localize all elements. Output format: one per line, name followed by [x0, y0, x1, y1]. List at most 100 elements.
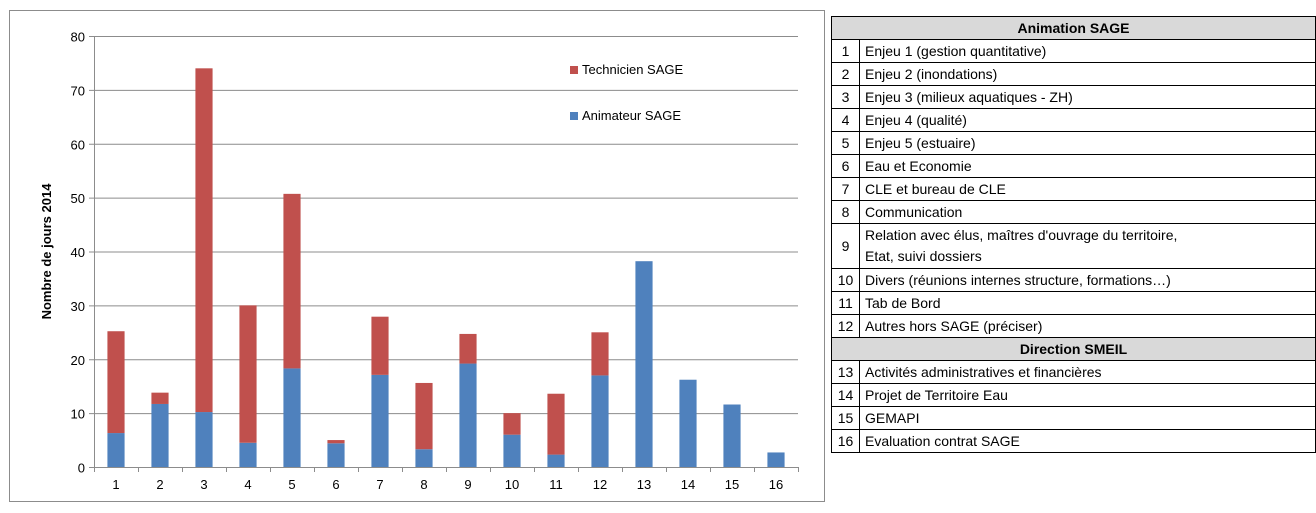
table-row: 15 GEMAPI [831, 406, 1316, 430]
y-tick-label: 10 [71, 407, 85, 422]
category-number: 11 [831, 291, 860, 315]
table-section-header: Animation SAGE [831, 16, 1316, 40]
y-tick-label: 60 [71, 137, 85, 152]
x-tick-label: 8 [420, 477, 427, 492]
legend-label: Technicien SAGE [582, 62, 683, 77]
x-tick-label: 15 [725, 477, 739, 492]
category-label: Tab de Bord [859, 291, 1316, 315]
category-number: 7 [831, 177, 860, 201]
table-row: 12 Autres hors SAGE (préciser) [831, 314, 1316, 338]
legend-swatch [570, 112, 578, 120]
table-row: 7 CLE et bureau de CLE [831, 177, 1316, 201]
x-tick-label: 4 [244, 477, 251, 492]
category-label: Eau et Economie [859, 154, 1316, 178]
y-tick-label: 20 [71, 353, 85, 368]
bar-technicien-sage [459, 333, 477, 364]
bar-technicien-sage [591, 332, 609, 376]
x-tick-label: 11 [549, 477, 563, 492]
y-axis-title: Nombre de jours 2014 [39, 183, 54, 320]
bar-animateur-sage [151, 403, 169, 467]
y-tick-label: 50 [71, 191, 85, 206]
bar-animateur-sage [503, 434, 521, 467]
category-label: Projet de Territoire Eau [859, 383, 1316, 407]
legend-label: Animateur SAGE [582, 108, 681, 123]
table-row: 11 Tab de Bord [831, 291, 1316, 315]
y-tick-label: 30 [71, 299, 85, 314]
category-label: CLE et bureau de CLE [859, 177, 1316, 201]
bar-animateur-sage [415, 449, 433, 467]
category-number: 3 [831, 85, 860, 109]
section-title: Animation SAGE [831, 16, 1316, 40]
category-label: Enjeu 3 (milieux aquatiques - ZH) [859, 85, 1316, 109]
bar-animateur-sage [107, 433, 125, 467]
category-number: 16 [831, 429, 860, 453]
section-title: Direction SMEIL [831, 337, 1316, 361]
y-tick-label: 80 [71, 30, 85, 45]
x-tick-label: 10 [505, 477, 519, 492]
category-number: 10 [831, 268, 860, 292]
bar-animateur-sage [679, 379, 697, 467]
bar-animateur-sage [635, 261, 653, 467]
table-section-header: Direction SMEIL [831, 337, 1316, 361]
table-row: 5 Enjeu 5 (estuaire) [831, 131, 1316, 155]
bar-animateur-sage [723, 404, 741, 467]
x-tick-label: 2 [156, 477, 163, 492]
category-number: 15 [831, 406, 860, 430]
x-tick-label: 9 [464, 477, 471, 492]
x-tick-label: 1 [112, 477, 119, 492]
bar-animateur-sage [327, 443, 345, 467]
category-number: 4 [831, 108, 860, 132]
category-number: 2 [831, 62, 860, 86]
y-tick-label: 70 [71, 83, 85, 98]
x-tick-label: 6 [332, 477, 339, 492]
category-label: Enjeu 5 (estuaire) [859, 131, 1316, 155]
category-label: Enjeu 2 (inondations) [859, 62, 1316, 86]
x-tick-label: 7 [376, 477, 383, 492]
table-row: 2 Enjeu 2 (inondations) [831, 62, 1316, 86]
x-tick-label: 13 [637, 477, 651, 492]
bar-technicien-sage [503, 413, 521, 435]
bar-technicien-sage [371, 316, 389, 375]
x-tick-label: 3 [200, 477, 207, 492]
legend-swatch [570, 66, 578, 74]
bar-technicien-sage [283, 193, 301, 369]
category-legend-table: Animation SAGE 1 Enjeu 1 (gestion quantita… [831, 16, 1316, 453]
category-number: 9 [831, 223, 860, 269]
bar-animateur-sage [767, 452, 785, 467]
x-tick-label: 12 [593, 477, 607, 492]
bar-technicien-sage [239, 305, 257, 443]
bar-technicien-sage [107, 331, 125, 434]
bar-animateur-sage [459, 363, 477, 467]
bar-animateur-sage [371, 374, 389, 467]
y-tick-label: 0 [78, 461, 85, 476]
category-label: Autres hors SAGE (préciser) [859, 314, 1316, 338]
bar-animateur-sage [195, 412, 213, 467]
table-row: 14 Projet de Territoire Eau [831, 383, 1316, 407]
category-number: 1 [831, 39, 860, 63]
category-label: Evaluation contrat SAGE [859, 429, 1316, 453]
category-label: Activités administratives et financières [859, 360, 1316, 384]
category-number: 12 [831, 314, 860, 338]
category-number: 14 [831, 383, 860, 407]
category-number: 6 [831, 154, 860, 178]
category-number: 5 [831, 131, 860, 155]
category-label: Enjeu 4 (qualité) [859, 108, 1316, 132]
table-row: 13 Activités administratives et financièr… [831, 360, 1316, 384]
category-label: Communication [859, 200, 1316, 224]
table-row: 4 Enjeu 4 (qualité) [831, 108, 1316, 132]
y-tick-label: 40 [71, 245, 85, 260]
x-tick-label: 14 [681, 477, 695, 492]
category-label: Enjeu 1 (gestion quantitative) [859, 39, 1316, 63]
table-row: 6 Eau et Economie [831, 154, 1316, 178]
bar-animateur-sage [239, 442, 257, 467]
category-label: GEMAPI [859, 406, 1316, 430]
table-row: 9 Relation avec élus, maîtres d'ouvrage d… [831, 223, 1316, 269]
bar-animateur-sage [283, 368, 301, 467]
table-row: 10 Divers (réunions internes structure, f… [831, 268, 1316, 292]
bar-technicien-sage [415, 382, 433, 450]
table-row: 8 Communication [831, 200, 1316, 224]
x-tick-label: 16 [769, 477, 783, 492]
table-row: 1 Enjeu 1 (gestion quantitative) [831, 39, 1316, 63]
bar-technicien-sage [151, 392, 169, 404]
